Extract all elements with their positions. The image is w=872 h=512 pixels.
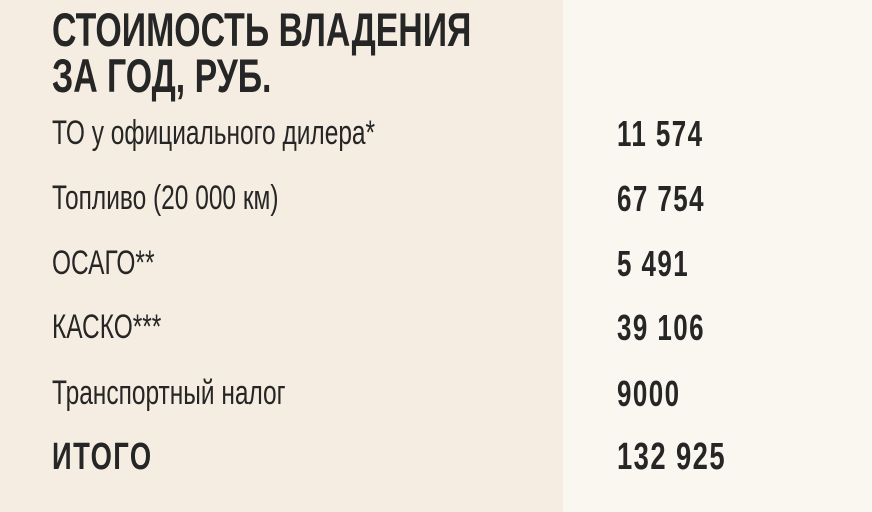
- row-label: КАСКО***: [52, 308, 162, 346]
- row-value: 39 106: [617, 307, 705, 348]
- row-label: Топливо (20 000 км): [52, 179, 279, 217]
- label-column-background: [0, 0, 563, 512]
- row-value: 67 754: [617, 178, 705, 219]
- table-title-line-2: ЗА ГОД, РУБ.: [52, 49, 272, 102]
- row-label: Транспортный налог: [52, 374, 286, 412]
- total-value: 132 925: [617, 436, 726, 478]
- row-value: 5 491: [617, 243, 690, 284]
- total-label: ИТОГО: [52, 436, 153, 478]
- row-label: ТО у официального дилера*: [52, 114, 376, 152]
- row-label: ОСАГО**: [52, 244, 155, 282]
- row-value: 9000: [617, 373, 681, 414]
- row-value: 11 574: [617, 113, 704, 154]
- table-title-line-1: СТОИМОСТЬ ВЛАДЕНИЯ: [52, 3, 472, 56]
